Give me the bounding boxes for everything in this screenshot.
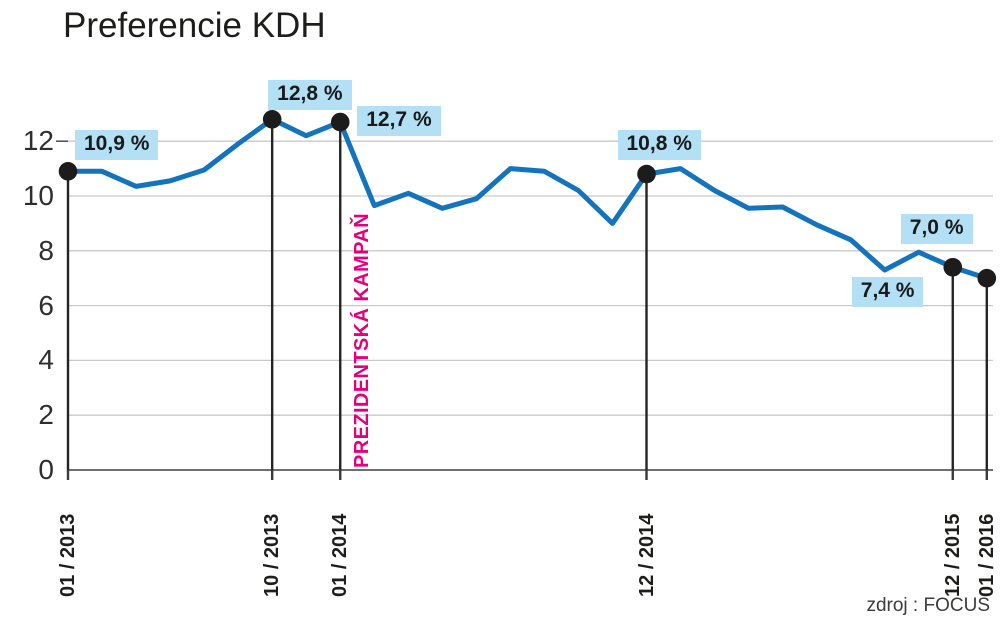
data-point-dot: [58, 162, 78, 181]
y-axis-label-2: 2: [38, 399, 54, 431]
value-badge: 12,8 %: [268, 80, 352, 111]
chart-title: Preferencie KDH: [63, 6, 326, 45]
value-badge: 10,8 %: [617, 130, 701, 161]
data-point-dot: [637, 164, 656, 184]
data-point-dot: [977, 268, 997, 288]
x-axis-label: 01 / 2014: [329, 513, 352, 597]
x-axis-label: 10 / 2013: [261, 513, 284, 597]
data-point-dot: [330, 112, 350, 132]
value-badge: 12,7 %: [357, 106, 441, 137]
y-axis-label-6: 6: [38, 289, 54, 321]
x-axis-label: 01 / 2016: [975, 513, 998, 597]
y-axis-label-0: 0: [38, 454, 54, 485]
y-axis-label-4: 4: [38, 344, 54, 376]
y-axis-label-12: 12: [22, 125, 54, 157]
data-point-dot: [943, 257, 963, 277]
y-axis-label-10: 10: [22, 180, 54, 211]
data-point-dot: [262, 109, 282, 129]
y-axis-label-8: 8: [38, 234, 54, 266]
value-badge: 10,9 %: [75, 130, 159, 161]
value-badge: 7,4 %: [851, 277, 924, 308]
data-line: [68, 116, 988, 281]
source-credit: zdroj : FOCUS: [866, 595, 990, 616]
campaign-annotation: PREZIDENTSKÁ KAMPAŇ: [350, 212, 373, 468]
x-axis-label: 01 / 2013: [57, 513, 79, 597]
x-axis-label: 12 / 2015: [941, 513, 964, 597]
value-badge: 7,0 %: [900, 214, 973, 245]
x-axis-label: 12 / 2014: [635, 513, 658, 597]
